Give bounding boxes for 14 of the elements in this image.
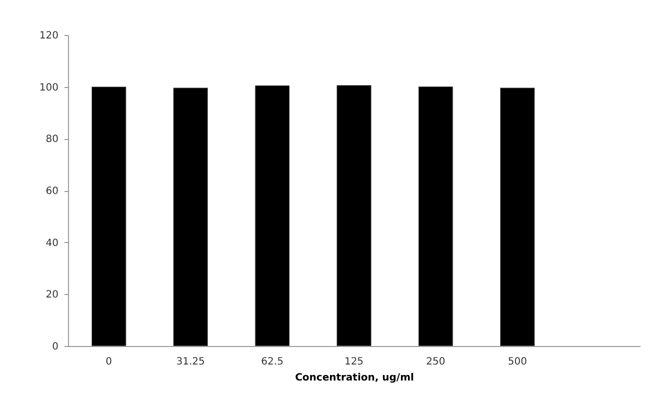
y-tick-label: 120 (39, 30, 58, 42)
x-tick-label: 62.5 (261, 356, 284, 368)
y-tick-label: 40 (46, 238, 58, 249)
x-tick-label: 250 (426, 356, 446, 368)
x-tick-label: 125 (344, 356, 364, 368)
y-tick-label: 100 (39, 82, 58, 94)
y-tick-label: 60 (46, 186, 58, 197)
y-tick-label: 0 (52, 342, 58, 352)
x-axis-title: Concentration, ug/ml (295, 372, 414, 384)
x-tick-label: 0 (106, 356, 112, 368)
y-tick-label: 20 (46, 290, 58, 301)
y-tick-label: 80 (46, 134, 58, 146)
x-tick-label: 500 (508, 356, 527, 368)
x-tick-label: 31.25 (176, 356, 205, 368)
